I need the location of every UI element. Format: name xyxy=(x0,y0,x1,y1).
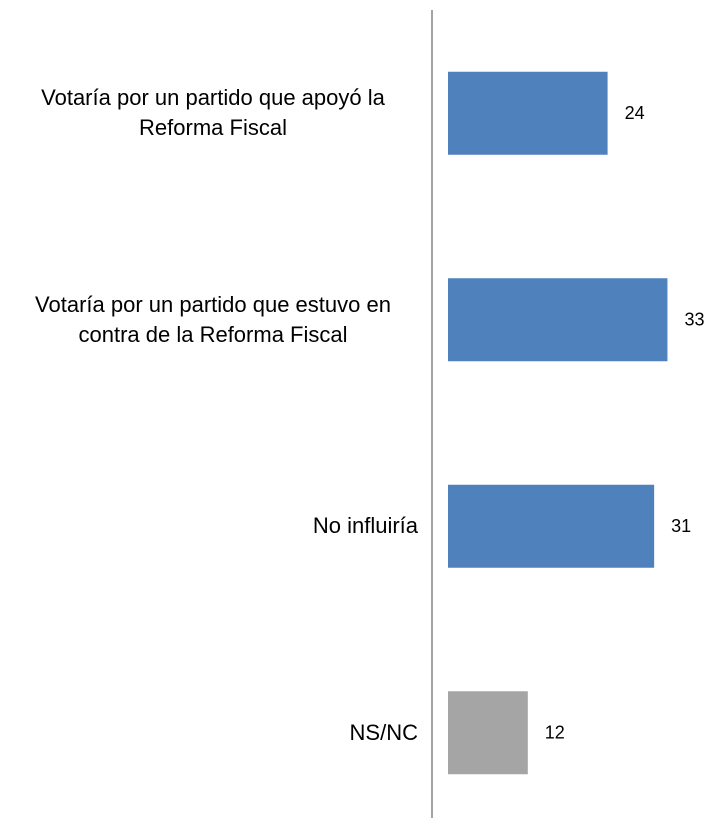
category-text: Votaría por un partido que estuvo en con… xyxy=(35,291,391,347)
bar xyxy=(448,691,528,775)
bar xyxy=(448,71,608,155)
category-label: NS/NC xyxy=(0,718,418,748)
category-text: NS/NC xyxy=(349,719,418,745)
category-label: Votaría por un partido que estuvo en con… xyxy=(0,290,418,350)
category-text: Votaría por un partido que apoyó la Refo… xyxy=(41,85,385,141)
category-label: No influiría xyxy=(0,511,418,541)
value-label: 31 xyxy=(671,516,691,536)
bar xyxy=(448,278,668,362)
bar xyxy=(448,484,655,568)
category-label: Votaría por un partido que apoyó la Refo… xyxy=(0,83,418,143)
value-label: 24 xyxy=(625,103,645,123)
value-label: 12 xyxy=(545,723,565,743)
value-label: 33 xyxy=(684,310,704,330)
category-text: No influiría xyxy=(312,513,418,539)
